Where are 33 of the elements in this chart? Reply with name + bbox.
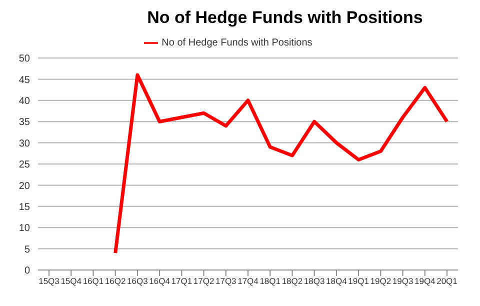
x-tick-label: 16Q1 bbox=[82, 276, 104, 286]
x-tick-label: 18Q3 bbox=[304, 276, 325, 286]
y-tick-label: 40 bbox=[18, 96, 30, 107]
x-tick-label: 15Q3 bbox=[38, 276, 60, 286]
y-tick-label: 20 bbox=[18, 180, 30, 192]
x-tick-label: 16Q2 bbox=[104, 276, 126, 286]
x-tick-label: 18Q4 bbox=[326, 276, 348, 286]
y-tick-label: 35 bbox=[18, 117, 30, 128]
x-tick-label: 17Q1 bbox=[171, 276, 192, 286]
legend-label: No of Hedge Funds with Positions bbox=[162, 38, 312, 49]
y-tick-label: 45 bbox=[18, 74, 30, 86]
x-tick-label: 18Q2 bbox=[282, 276, 303, 286]
y-tick-label: 30 bbox=[18, 138, 30, 150]
y-tick-label: 50 bbox=[18, 54, 30, 65]
x-tick-label: 17Q4 bbox=[238, 276, 259, 286]
x-tick-label: 19Q3 bbox=[392, 276, 414, 286]
chart-title: No of Hedge Funds with Positions bbox=[146, 8, 424, 29]
line-series bbox=[114, 73, 449, 255]
x-tick-label: 20Q1 bbox=[436, 276, 458, 286]
x-tick-label: 16Q4 bbox=[149, 276, 170, 286]
y-tick-label: 10 bbox=[18, 223, 30, 234]
x-tick-label: 19Q1 bbox=[348, 276, 370, 286]
x-tick-label: 17Q2 bbox=[193, 276, 214, 286]
y-tick-label: 0 bbox=[24, 266, 30, 277]
x-tick-label: 16Q3 bbox=[127, 276, 148, 286]
x-tick-label: 15Q4 bbox=[60, 276, 82, 286]
y-tick-label: 15 bbox=[18, 202, 30, 213]
y-tick-label: 25 bbox=[18, 160, 30, 171]
x-tick-label: 18Q1 bbox=[260, 276, 281, 286]
x-tick-label: 19Q4 bbox=[414, 276, 436, 286]
y-tick-label: 5 bbox=[24, 244, 30, 256]
x-tick-label: 19Q2 bbox=[370, 276, 392, 286]
x-tick-label: 17Q3 bbox=[215, 276, 237, 286]
